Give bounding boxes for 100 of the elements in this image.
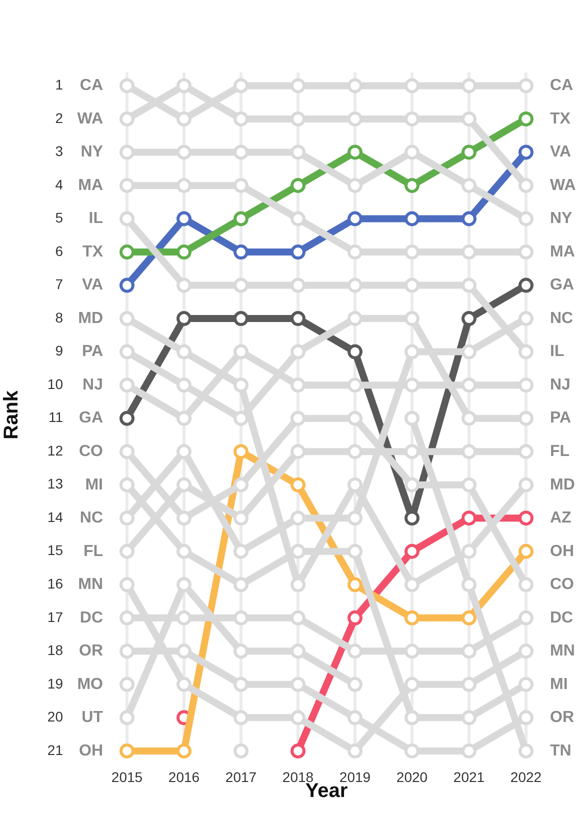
point [120, 710, 134, 726]
text: TX [82, 243, 103, 260]
point [290, 410, 306, 426]
point [290, 144, 306, 160]
series-label: IL [550, 343, 564, 360]
point [290, 743, 306, 758]
series-label: MI [85, 476, 103, 494]
text: WA [550, 176, 576, 194]
point [176, 244, 192, 260]
point [518, 144, 534, 160]
point [348, 410, 362, 426]
point [518, 510, 534, 526]
series-label: CA [80, 77, 104, 94]
point [176, 644, 192, 659]
text: MN [550, 642, 575, 660]
point [404, 244, 420, 260]
point [518, 178, 534, 193]
point [518, 444, 534, 460]
point [234, 477, 248, 492]
point [404, 510, 420, 526]
point [404, 211, 420, 226]
series-label: CO [550, 576, 574, 594]
point [120, 344, 134, 360]
text: MD [550, 476, 575, 494]
point [234, 278, 248, 293]
point [120, 477, 134, 492]
x-tick-label: 2021 [453, 768, 485, 785]
point [234, 178, 248, 193]
y-tick-label: 6 [55, 242, 64, 259]
point [120, 111, 134, 126]
point [404, 78, 420, 94]
point [234, 378, 248, 393]
y-tick-label: 1 [55, 76, 64, 93]
point [518, 410, 534, 426]
point [462, 577, 476, 592]
point [120, 278, 134, 293]
point [348, 344, 362, 360]
point [518, 111, 534, 126]
point [234, 510, 248, 526]
point [290, 510, 306, 526]
point [120, 311, 134, 326]
point [462, 344, 476, 360]
point [404, 378, 420, 393]
point [462, 244, 476, 260]
point [120, 676, 134, 692]
y-tick-label: 5 [55, 210, 64, 226]
series-label: NJ [82, 376, 103, 394]
point [290, 278, 306, 293]
point [290, 111, 306, 126]
point [404, 676, 420, 692]
point [518, 344, 534, 360]
point [290, 577, 306, 592]
point [234, 710, 248, 726]
text: OH [550, 542, 574, 560]
text: IL [88, 210, 103, 228]
point [234, 111, 248, 126]
point [348, 710, 362, 726]
point [234, 743, 248, 758]
point [348, 610, 362, 626]
point [462, 278, 476, 293]
point [234, 211, 248, 226]
point [176, 144, 192, 160]
y-tick-label: 10 [47, 376, 64, 392]
point [176, 78, 192, 94]
series-label: UT [82, 709, 104, 726]
point [518, 676, 534, 692]
series-label: OH [79, 742, 103, 760]
point [290, 710, 306, 726]
point [518, 311, 534, 326]
point [234, 544, 248, 559]
y-tick-label: 14 [47, 508, 64, 525]
point [290, 477, 306, 492]
x-tick-label: 2020 [396, 768, 428, 785]
point [518, 78, 534, 94]
point [290, 610, 306, 626]
point [518, 710, 534, 726]
y-tick-label: 9 [55, 342, 64, 359]
point [404, 477, 420, 492]
point [404, 644, 420, 659]
point [348, 676, 362, 692]
point [290, 544, 306, 559]
series-label: MO [77, 676, 103, 693]
point [462, 743, 476, 758]
point [518, 577, 534, 592]
text: MI [550, 676, 568, 693]
point [462, 644, 476, 659]
point [462, 444, 476, 460]
point [120, 610, 134, 626]
point [404, 544, 420, 559]
y-tick-label: 19 [47, 675, 64, 692]
point [348, 178, 362, 193]
point [518, 244, 534, 260]
point [176, 676, 192, 692]
point [462, 144, 476, 160]
point [348, 378, 362, 393]
point [290, 211, 306, 226]
point [348, 743, 362, 758]
point [176, 477, 192, 492]
point [518, 378, 534, 393]
point [348, 111, 362, 126]
